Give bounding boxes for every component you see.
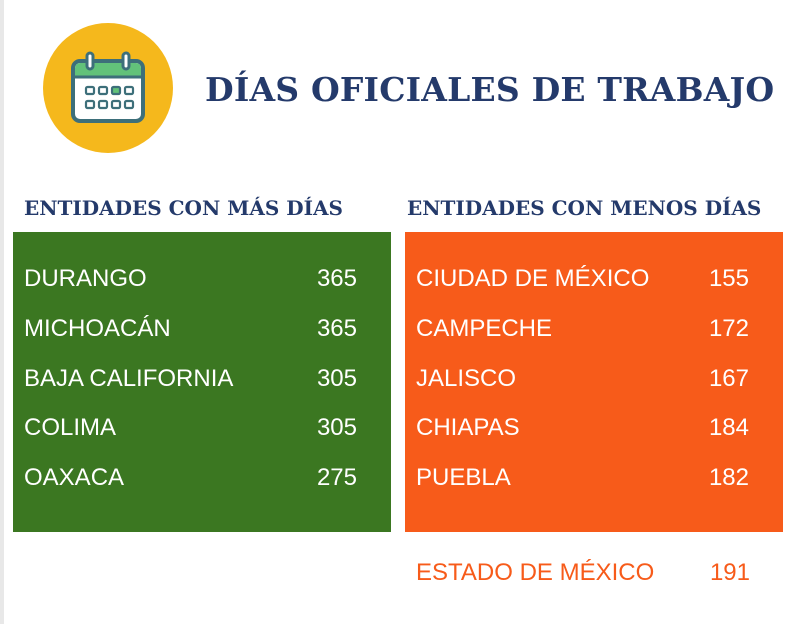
calendar-icon xyxy=(71,51,145,123)
table-row: JALISCO 167 xyxy=(405,359,783,399)
days-value: 275 xyxy=(316,464,357,491)
table-row: CIUDAD DE MÉXICO 155 xyxy=(405,259,783,299)
table-row: PUEBLA 182 xyxy=(405,458,783,498)
footer-state-name: ESTADO DE MÉXICO xyxy=(416,559,655,586)
state-name: CAMPECHE xyxy=(416,315,553,342)
fewer-days-panel: CIUDAD DE MÉXICO 155 CAMPECHE 172 JALISC… xyxy=(405,232,783,532)
header-badge xyxy=(43,23,173,153)
more-days-panel: DURANGO 365 MICHOACÁN 365 BAJA CALIFORNI… xyxy=(13,232,391,532)
days-value: 155 xyxy=(708,265,749,292)
days-value: 167 xyxy=(708,365,749,392)
state-name: PUEBLA xyxy=(416,464,511,491)
table-row: MICHOACÁN 365 xyxy=(13,309,391,349)
days-value: 305 xyxy=(316,414,357,441)
table-row: CHIAPAS 184 xyxy=(405,408,783,448)
days-value: 365 xyxy=(316,315,357,342)
state-name: DURANGO xyxy=(24,265,147,292)
state-name: OAXACA xyxy=(24,464,125,491)
state-name: COLIMA xyxy=(24,414,117,441)
section-title-fewer-days: ENTIDADES CON MENOS DÍAS xyxy=(407,196,762,220)
state-name: JALISCO xyxy=(416,365,517,392)
table-row: DURANGO 365 xyxy=(13,259,391,299)
days-value: 172 xyxy=(708,315,749,342)
state-name: CHIAPAS xyxy=(416,414,520,441)
state-name: CIUDAD DE MÉXICO xyxy=(416,265,650,292)
page-title: DÍAS OFICIALES DE TRABAJO xyxy=(205,70,775,109)
table-row: BAJA CALIFORNIA 305 xyxy=(13,359,391,399)
state-name: BAJA CALIFORNIA xyxy=(24,365,234,392)
footer-days-value: 191 xyxy=(709,559,750,586)
days-value: 305 xyxy=(316,365,357,392)
table-row: COLIMA 305 xyxy=(13,408,391,448)
section-title-more-days: ENTIDADES CON MÁS DÍAS xyxy=(24,196,343,220)
days-value: 365 xyxy=(316,265,357,292)
page-edge xyxy=(0,0,4,624)
state-name: MICHOACÁN xyxy=(24,315,171,342)
table-row: CAMPECHE 172 xyxy=(405,309,783,349)
footer-row: ESTADO DE MÉXICO 191 xyxy=(416,553,750,593)
days-value: 182 xyxy=(708,464,749,491)
table-row: OAXACA 275 xyxy=(13,458,391,498)
days-value: 184 xyxy=(708,414,749,441)
